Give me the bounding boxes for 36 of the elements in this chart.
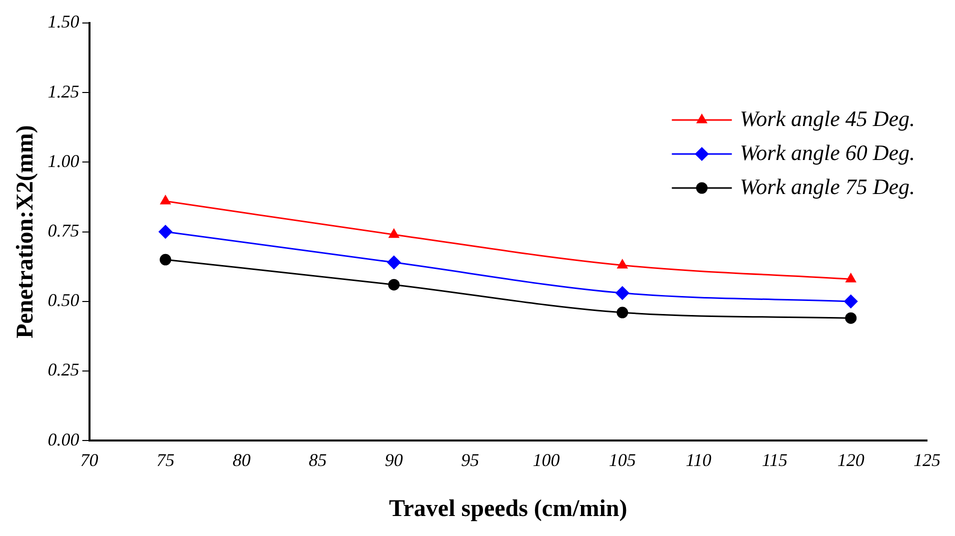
point <box>616 286 630 300</box>
x-tick-label: 85 <box>308 450 327 470</box>
point <box>388 228 399 238</box>
legend-label: Work angle 60 Deg. <box>740 140 916 165</box>
point <box>616 306 628 318</box>
x-tick-label: 100 <box>532 450 560 470</box>
y-tick-label: 0.75 <box>48 220 80 241</box>
x-tick-label: 80 <box>232 450 251 470</box>
y-tick-label: 0.25 <box>48 360 80 380</box>
x-tick-label: 90 <box>384 450 403 470</box>
x-tick-label: 110 <box>686 450 712 470</box>
y-tick-label: 1.50 <box>48 12 80 32</box>
x-tick-label: 95 <box>461 450 480 470</box>
y-axis-title: Penetration:X2(mm) <box>12 125 39 338</box>
x-tick-label: 115 <box>762 450 788 470</box>
point <box>844 294 858 308</box>
legend-label: Work angle 75 Deg. <box>740 174 916 199</box>
point <box>158 225 172 239</box>
x-tick-label: 120 <box>837 450 864 470</box>
x-axis-title: Travel speeds (cm/min) <box>389 496 628 522</box>
point <box>617 259 628 268</box>
point <box>846 273 856 282</box>
x-tick-label: 70 <box>80 450 98 470</box>
y-tick-label: 1.00 <box>48 150 80 171</box>
x-tick-label: 125 <box>914 450 940 470</box>
y-tick-label: 0.50 <box>48 290 80 310</box>
legend-label: Work angle 45 Deg. <box>740 106 916 131</box>
point <box>388 278 400 290</box>
y-tick-label: 1.25 <box>48 81 80 102</box>
x-tick-label: 75 <box>156 450 174 470</box>
point <box>387 256 401 270</box>
point <box>160 254 172 266</box>
point <box>845 312 857 324</box>
y-tick-label: 0.00 <box>48 429 80 450</box>
point <box>160 195 171 204</box>
x-tick-label: 105 <box>608 450 636 470</box>
